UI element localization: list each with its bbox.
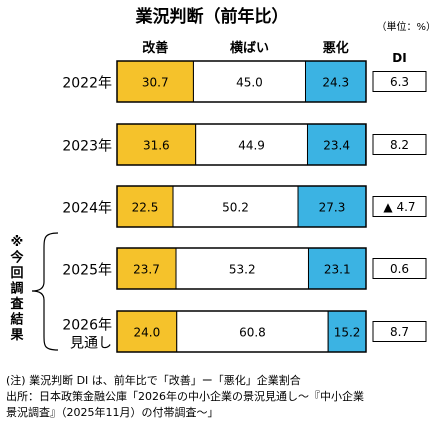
bar-frame	[116, 123, 367, 166]
value-label: 44.9	[238, 139, 265, 153]
bar-frame	[116, 185, 367, 228]
unit-label: （単位：%）	[376, 20, 436, 33]
bracket-note-char: 回	[10, 266, 23, 281]
category-label: 2026年	[62, 318, 112, 334]
category-label: 見通し	[70, 336, 112, 352]
di-value: 8.2	[390, 138, 409, 152]
value-label: 50.2	[222, 201, 249, 215]
note-line-2: 出所：日本政策金融公庫「2026年の中小企業の景況見通し～『中小企業	[6, 390, 364, 403]
di-box	[372, 71, 427, 92]
di-value: 8.7	[390, 325, 409, 339]
bracket-note-char: 果	[9, 328, 23, 343]
di-box	[372, 134, 427, 155]
bar-frame	[116, 60, 367, 103]
value-label: 60.8	[239, 326, 266, 340]
chart-title: 業況判断（前年比）	[136, 6, 289, 27]
legend-improve: 改善	[142, 40, 168, 56]
bracket-note-char: 今	[9, 250, 24, 266]
value-label: 27.3	[319, 201, 346, 215]
legend-flat: 横ばい	[230, 40, 269, 56]
value-label: 22.5	[132, 201, 159, 215]
bracket-note-char: 査	[9, 296, 24, 312]
bracket-note-char: 調	[10, 281, 23, 297]
value-label: 24.0	[134, 326, 161, 340]
value-label: 23.4	[323, 139, 350, 153]
value-label: 15.2	[334, 326, 361, 340]
di-box	[372, 321, 427, 342]
value-label: 24.3	[322, 76, 349, 90]
note-line-3: 景況調査』（2025年11月）の付帯調査～」	[6, 406, 219, 419]
category-label: 2022年	[62, 76, 112, 92]
bar-frame	[116, 247, 367, 290]
di-value: ▲ 4.7	[383, 200, 415, 214]
bracket-note-char: ※	[11, 235, 24, 250]
bar-flat	[192, 60, 306, 103]
legend-worse: 悪化	[323, 40, 349, 56]
value-label: 30.7	[142, 76, 169, 90]
value-label: 53.2	[229, 263, 256, 277]
bar-flat	[172, 185, 299, 228]
di-value: 0.6	[390, 262, 409, 276]
bar-improve	[116, 60, 194, 103]
bracket-note-char: 結	[10, 312, 23, 328]
value-label: 23.1	[324, 263, 351, 277]
chart-notes: (注) 業況判断 DI は、前年比で「改善」ー「悪化」企業割合 出所：日本政策金…	[6, 373, 436, 421]
di-value: 6.3	[390, 75, 409, 89]
bracket	[31, 232, 59, 351]
di-box	[372, 258, 427, 279]
di-box	[372, 196, 427, 217]
bar-frame	[116, 310, 367, 353]
category-label: 2025年	[62, 263, 112, 279]
value-label: 23.7	[133, 263, 160, 277]
note-line-1: (注) 業況判断 DI は、前年比で「改善」ー「悪化」企業割合	[6, 374, 301, 387]
category-label: 2024年	[62, 201, 112, 217]
category-label: 2023年	[62, 139, 112, 155]
business-conditions-chart: 業況判断（前年比） （単位：%） 改善 横ばい 悪化 DI 30.7 45.0 24.3 2022…	[9, 6, 436, 353]
bar-flat	[176, 310, 329, 353]
value-label: 31.6	[143, 139, 170, 153]
value-label: 45.0	[236, 76, 263, 90]
bar-worse	[327, 310, 367, 353]
di-header: DI	[392, 51, 406, 65]
bar-flat	[195, 123, 308, 166]
